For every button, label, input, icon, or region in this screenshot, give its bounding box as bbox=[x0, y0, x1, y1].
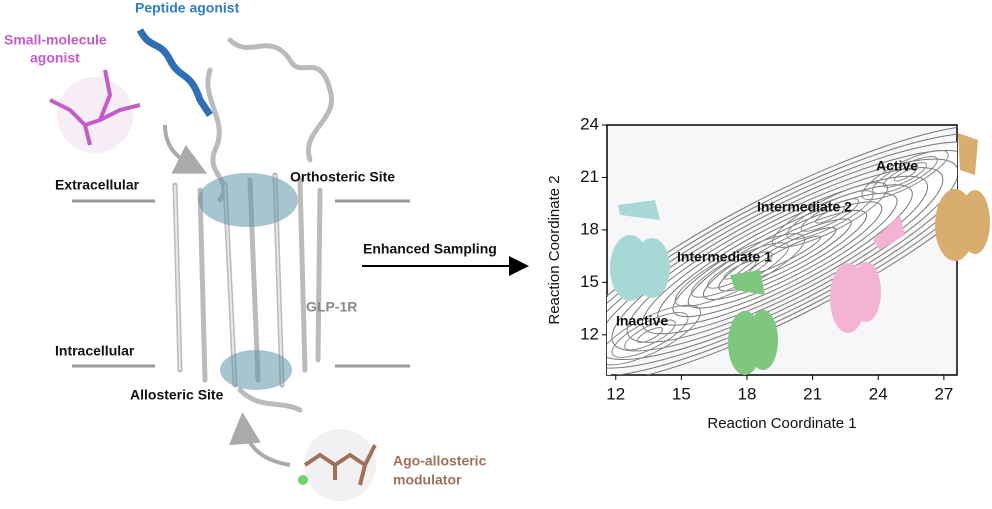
y-tick-label: 15 bbox=[580, 272, 599, 291]
contour-line bbox=[772, 182, 888, 248]
contour-line bbox=[672, 192, 898, 318]
x-tick-label: 18 bbox=[738, 384, 757, 403]
y-axis-label: Reaction Coordinate 2 bbox=[546, 175, 563, 324]
contour-line bbox=[636, 327, 664, 343]
y-tick-label: 24 bbox=[580, 114, 599, 133]
contour-line bbox=[702, 209, 868, 301]
y-tick-label: 18 bbox=[580, 219, 599, 238]
x-tick-label: 15 bbox=[672, 384, 691, 403]
x-axis-label: Reaction Coordinate 1 bbox=[707, 415, 856, 432]
contour-line bbox=[611, 158, 957, 352]
state-label: Inactive bbox=[616, 313, 668, 329]
label: Small-molecule bbox=[4, 32, 107, 48]
label: Allosteric Site bbox=[130, 387, 224, 403]
arrow bbox=[228, 412, 291, 467]
orthosteric-site bbox=[198, 173, 298, 227]
contour-line bbox=[641, 175, 929, 335]
label: GLP-1R bbox=[306, 299, 357, 315]
contour-line bbox=[626, 167, 944, 343]
y-tick-label: 12 bbox=[580, 324, 599, 343]
label: Enhanced Sampling bbox=[363, 241, 497, 257]
label: Extracellular bbox=[55, 177, 140, 193]
allosteric-site bbox=[220, 350, 292, 390]
arrow bbox=[163, 124, 208, 174]
contour-line bbox=[687, 201, 883, 309]
state-label: Intermediate 1 bbox=[677, 249, 772, 265]
label: agonist bbox=[30, 50, 80, 66]
label: modulator bbox=[393, 472, 462, 488]
contour-map bbox=[607, 125, 957, 375]
contour-line bbox=[861, 149, 949, 201]
contour-line bbox=[611, 312, 689, 358]
state-label: Intermediate 2 bbox=[757, 199, 852, 215]
contour-line bbox=[607, 132, 957, 375]
contour-line bbox=[882, 162, 928, 188]
contour-line bbox=[815, 206, 845, 224]
x-tick-label: 27 bbox=[934, 384, 953, 403]
contour-line bbox=[607, 304, 702, 366]
contour-line bbox=[893, 168, 917, 182]
contour-line bbox=[657, 184, 913, 326]
state-label: Active bbox=[876, 158, 918, 174]
contour-line bbox=[872, 156, 938, 194]
x-tick-label: 24 bbox=[869, 384, 888, 403]
x-tick-label: 12 bbox=[606, 384, 625, 403]
label: Intracellular bbox=[55, 343, 135, 359]
contour-line bbox=[800, 198, 860, 232]
contour-line bbox=[607, 150, 957, 360]
label: Peptide agonist bbox=[135, 0, 240, 16]
contour-line bbox=[624, 319, 676, 351]
label: Orthosteric Site bbox=[290, 169, 395, 185]
contour-line bbox=[607, 141, 957, 369]
y-tick-label: 21 bbox=[580, 167, 599, 186]
label: Ago-allosteric bbox=[393, 453, 487, 469]
contour-line bbox=[786, 190, 874, 240]
state-cartoons bbox=[610, 133, 990, 375]
contour-line bbox=[607, 125, 957, 375]
x-tick-label: 21 bbox=[803, 384, 822, 403]
modulator-ligand bbox=[298, 429, 377, 501]
small-molecule-ligand bbox=[49, 69, 141, 153]
membrane bbox=[72, 199, 410, 368]
